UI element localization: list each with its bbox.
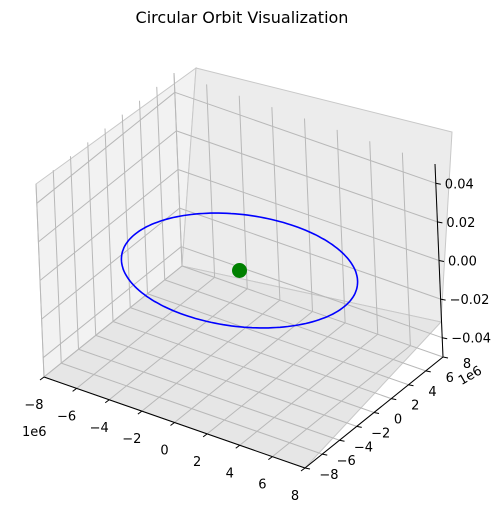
back-grid-line	[181, 246, 443, 339]
x-tick-mark	[137, 410, 143, 415]
floor-grid-line	[61, 362, 323, 455]
grid-lines	[35, 72, 444, 469]
left-grid-line	[42, 246, 182, 359]
left-grid-line	[39, 169, 179, 281]
z-tick-label: 0.02	[446, 216, 475, 231]
floor-grid-line	[112, 321, 375, 413]
y-tick-label: −6	[337, 454, 356, 469]
floor-grid-line	[78, 348, 340, 441]
y-tick-label: 8	[463, 357, 471, 372]
z-tick-mark	[435, 182, 441, 185]
x-tick-mark	[300, 467, 306, 472]
y-tick-label: 0	[394, 413, 402, 428]
x-tick-mark	[39, 376, 45, 381]
z-tick-mark	[442, 337, 448, 340]
floor-grid-line	[95, 334, 357, 427]
z-tick-label: −0.02	[450, 293, 490, 308]
z-tick-mark	[437, 221, 443, 224]
x-tick-label: 6	[258, 478, 266, 493]
floor-grid-line	[147, 293, 409, 386]
central-body-point	[232, 263, 247, 278]
z-tick-label: 0.00	[448, 255, 477, 270]
orbit-line	[120, 212, 359, 329]
back-grid-line	[177, 169, 440, 261]
x-tick-label: 0	[160, 444, 168, 459]
y-tick-mark	[408, 384, 414, 387]
y-tick-mark	[339, 439, 345, 442]
z-tick-mark	[440, 298, 446, 301]
left-grid-line	[38, 130, 177, 243]
z-tick-mark	[438, 260, 445, 262]
y-tick-label: −2	[371, 426, 390, 441]
y-tick-mark	[322, 453, 328, 456]
left-grid-line	[41, 207, 180, 320]
y-tick-label: 4	[428, 385, 436, 400]
back-grid-line	[174, 91, 436, 184]
x-offset-label: 1e6	[22, 425, 47, 440]
y-tick-mark	[373, 412, 380, 414]
x-tick-label: −8	[24, 398, 43, 413]
y-tick-label: 2	[411, 399, 419, 414]
y-tick-mark	[425, 370, 431, 373]
x-tick-mark	[170, 422, 175, 426]
x-tick-mark	[72, 387, 77, 392]
y-offset-label: 1e6	[456, 363, 485, 388]
x-tick-label: 8	[291, 489, 299, 504]
y-tick-label: −8	[319, 468, 338, 483]
x-tick-mark	[104, 399, 110, 404]
z-axis-ticks: −0.04 −0.02 0.00 0.02 0.04	[435, 177, 491, 347]
x-tick-label: 4	[226, 466, 234, 481]
x-tick-label: 2	[193, 455, 201, 470]
y-tick-label: 6	[446, 371, 454, 386]
x-tick-mark	[268, 456, 273, 461]
floor-grid-line	[130, 307, 392, 400]
z-tick-label: 0.04	[445, 177, 474, 192]
x-tick-label: −2	[122, 432, 141, 447]
plot-area	[120, 212, 359, 329]
x-tick-mark	[235, 444, 241, 449]
y-tick-mark	[442, 356, 449, 359]
y-tick-mark	[304, 467, 311, 470]
x-axis-ticks: −8 −6 −4 −2 0 2 4 6 8	[24, 376, 306, 504]
y-tick-label: −4	[354, 440, 373, 455]
x-tick-label: −4	[90, 421, 109, 436]
back-grid-line	[176, 130, 438, 223]
x-tick-label: −6	[57, 409, 76, 424]
back-grid-line	[179, 207, 441, 300]
chart-title: Circular Orbit Visualization	[136, 8, 349, 27]
x-tick-mark	[202, 433, 208, 438]
y-tick-mark	[391, 398, 397, 401]
left-grid-line	[36, 91, 176, 204]
y-tick-mark	[356, 425, 362, 428]
z-tick-label: −0.04	[451, 332, 491, 347]
